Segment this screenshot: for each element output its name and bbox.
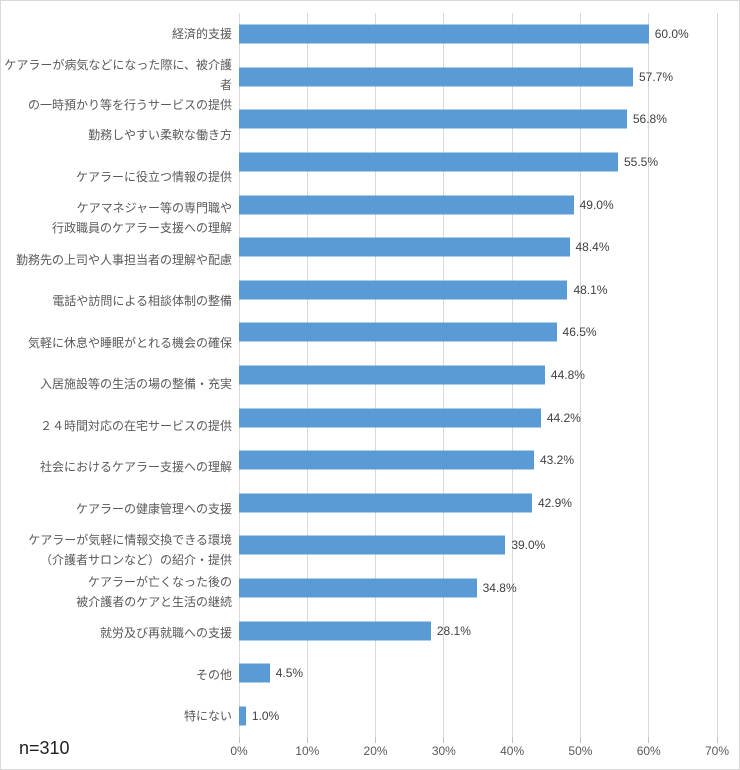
axis-tick <box>648 737 650 743</box>
value-label: 46.5% <box>562 325 597 340</box>
bar-row: 42.9% <box>239 482 717 525</box>
category-label: 勤務しやすい柔軟な働き方 <box>88 128 232 143</box>
x-tick-label: 40% <box>500 744 525 758</box>
category-label: ２４時間対応の在宅サービスの提供 <box>39 418 232 433</box>
bar <box>239 663 270 683</box>
axis-tick <box>443 737 445 743</box>
bar <box>239 152 618 172</box>
value-label: 60.0% <box>654 27 689 42</box>
value-label: 55.5% <box>623 155 659 170</box>
category-label: 電話や訪問による相談体制の整備 <box>52 294 232 309</box>
category-label: ケアラーが亡くなった後の 被介護者のケアと生活の継続 <box>76 574 232 609</box>
category-label: 特にない <box>183 709 232 724</box>
bar-row: 46.5% <box>239 311 717 354</box>
category-label: ケアマネジャー等の専門職や 行政職員のケアラー支援への理解 <box>51 201 232 236</box>
gridline <box>579 13 581 737</box>
sample-size-note: n=310 <box>19 738 70 758</box>
bar-row: 34.8% <box>239 567 717 610</box>
axis-tick <box>511 737 513 743</box>
value-label: 48.4% <box>575 240 610 255</box>
value-label: 39.0% <box>511 538 546 553</box>
plot-area: 60.0% 57.7% 56.8% 55.5% 49.0% 48.4% 48.1% 46.5%… <box>238 13 718 737</box>
bar-row: 55.5% <box>239 141 717 184</box>
value-label: 43.2% <box>539 453 575 468</box>
category-label: 就労及び再就職への支援 <box>99 626 232 641</box>
value-label: 28.1% <box>436 623 471 638</box>
bar <box>239 365 545 385</box>
bar <box>239 706 246 726</box>
x-tick-label: 20% <box>363 744 388 758</box>
x-tick-label: 70% <box>704 744 730 758</box>
x-tick-label: 60% <box>636 744 661 758</box>
value-label: 44.2% <box>546 410 581 425</box>
gridline <box>716 13 718 737</box>
category-label: 勤務先の上司や人事担当者の理解や配慮 <box>15 252 232 267</box>
gridline <box>648 13 650 737</box>
bar <box>239 280 568 300</box>
value-label: 44.8% <box>550 368 585 383</box>
bar-row: 60.0% <box>239 13 717 56</box>
bar <box>239 621 431 641</box>
bar-row: 44.2% <box>239 396 717 439</box>
bar-row: 48.4% <box>239 226 717 269</box>
category-label: その他 <box>195 667 232 682</box>
bar-row: 39.0% <box>239 524 717 567</box>
bar-row: 4.5% <box>239 652 717 695</box>
value-label: 42.9% <box>537 495 572 510</box>
category-label: ケアラーに役立つ情報の提供 <box>75 169 232 184</box>
bar <box>239 408 541 428</box>
x-tick-label: 10% <box>295 744 320 758</box>
axis-tick <box>238 737 240 743</box>
axis-tick <box>579 737 581 743</box>
value-label: 1.0% <box>251 708 280 723</box>
axis-tick <box>375 737 377 743</box>
bar <box>239 237 570 257</box>
category-label: 気軽に休息や睡眠がとれる機会の確保 <box>27 335 232 350</box>
bar <box>239 578 477 598</box>
value-label: 48.1% <box>573 282 608 297</box>
axis-tick <box>306 737 308 743</box>
bar-row: 56.8% <box>239 98 717 141</box>
bar <box>239 67 633 87</box>
value-label: 4.5% <box>275 666 304 681</box>
x-tick-label: 0% <box>230 744 248 758</box>
bar-row: 49.0% <box>239 183 717 226</box>
bar-row: 1.0% <box>239 695 717 738</box>
value-label: 49.0% <box>579 197 614 212</box>
category-label-column: 経済的支援ケアラーが病気などになった際に、被介護者 の一時預かり等を行うサービス… <box>1 13 232 737</box>
bar <box>239 322 557 342</box>
x-tick-label: 50% <box>568 744 593 758</box>
bar <box>239 493 532 513</box>
bar-row: 57.7% <box>239 56 717 99</box>
bar <box>239 535 506 555</box>
bar <box>239 24 649 44</box>
bar-row: 48.1% <box>239 269 717 312</box>
category-label: 入居施設等の生活の場の整備・充実 <box>39 377 232 392</box>
bar <box>239 195 574 215</box>
value-label: 34.8% <box>482 581 517 596</box>
bar <box>239 109 627 129</box>
bar <box>239 450 534 470</box>
category-label: ケアラーの健康管理への支援 <box>75 501 232 516</box>
category-label: 社会におけるケアラー支援への理解 <box>39 460 232 475</box>
axis-tick <box>716 737 718 743</box>
value-label: 57.7% <box>639 69 674 84</box>
bar-series: 60.0% 57.7% 56.8% 55.5% 49.0% 48.4% 48.1% 46.5%… <box>239 13 717 737</box>
category-label: ケアラーが気軽に情報交換できる環境 （介護者サロンなど）の紹介・提供 <box>28 533 232 568</box>
category-label: ケアラーが病気などになった際に、被介護者 の一時預かり等を行うサービスの提供 <box>4 57 232 112</box>
x-tick-label: 30% <box>431 744 456 758</box>
bar-row: 44.8% <box>239 354 717 397</box>
value-label: 56.8% <box>632 112 667 127</box>
bar-row: 28.1% <box>239 609 717 652</box>
bar-row: 43.2% <box>239 439 717 482</box>
category-label: 経済的支援 <box>171 26 232 41</box>
